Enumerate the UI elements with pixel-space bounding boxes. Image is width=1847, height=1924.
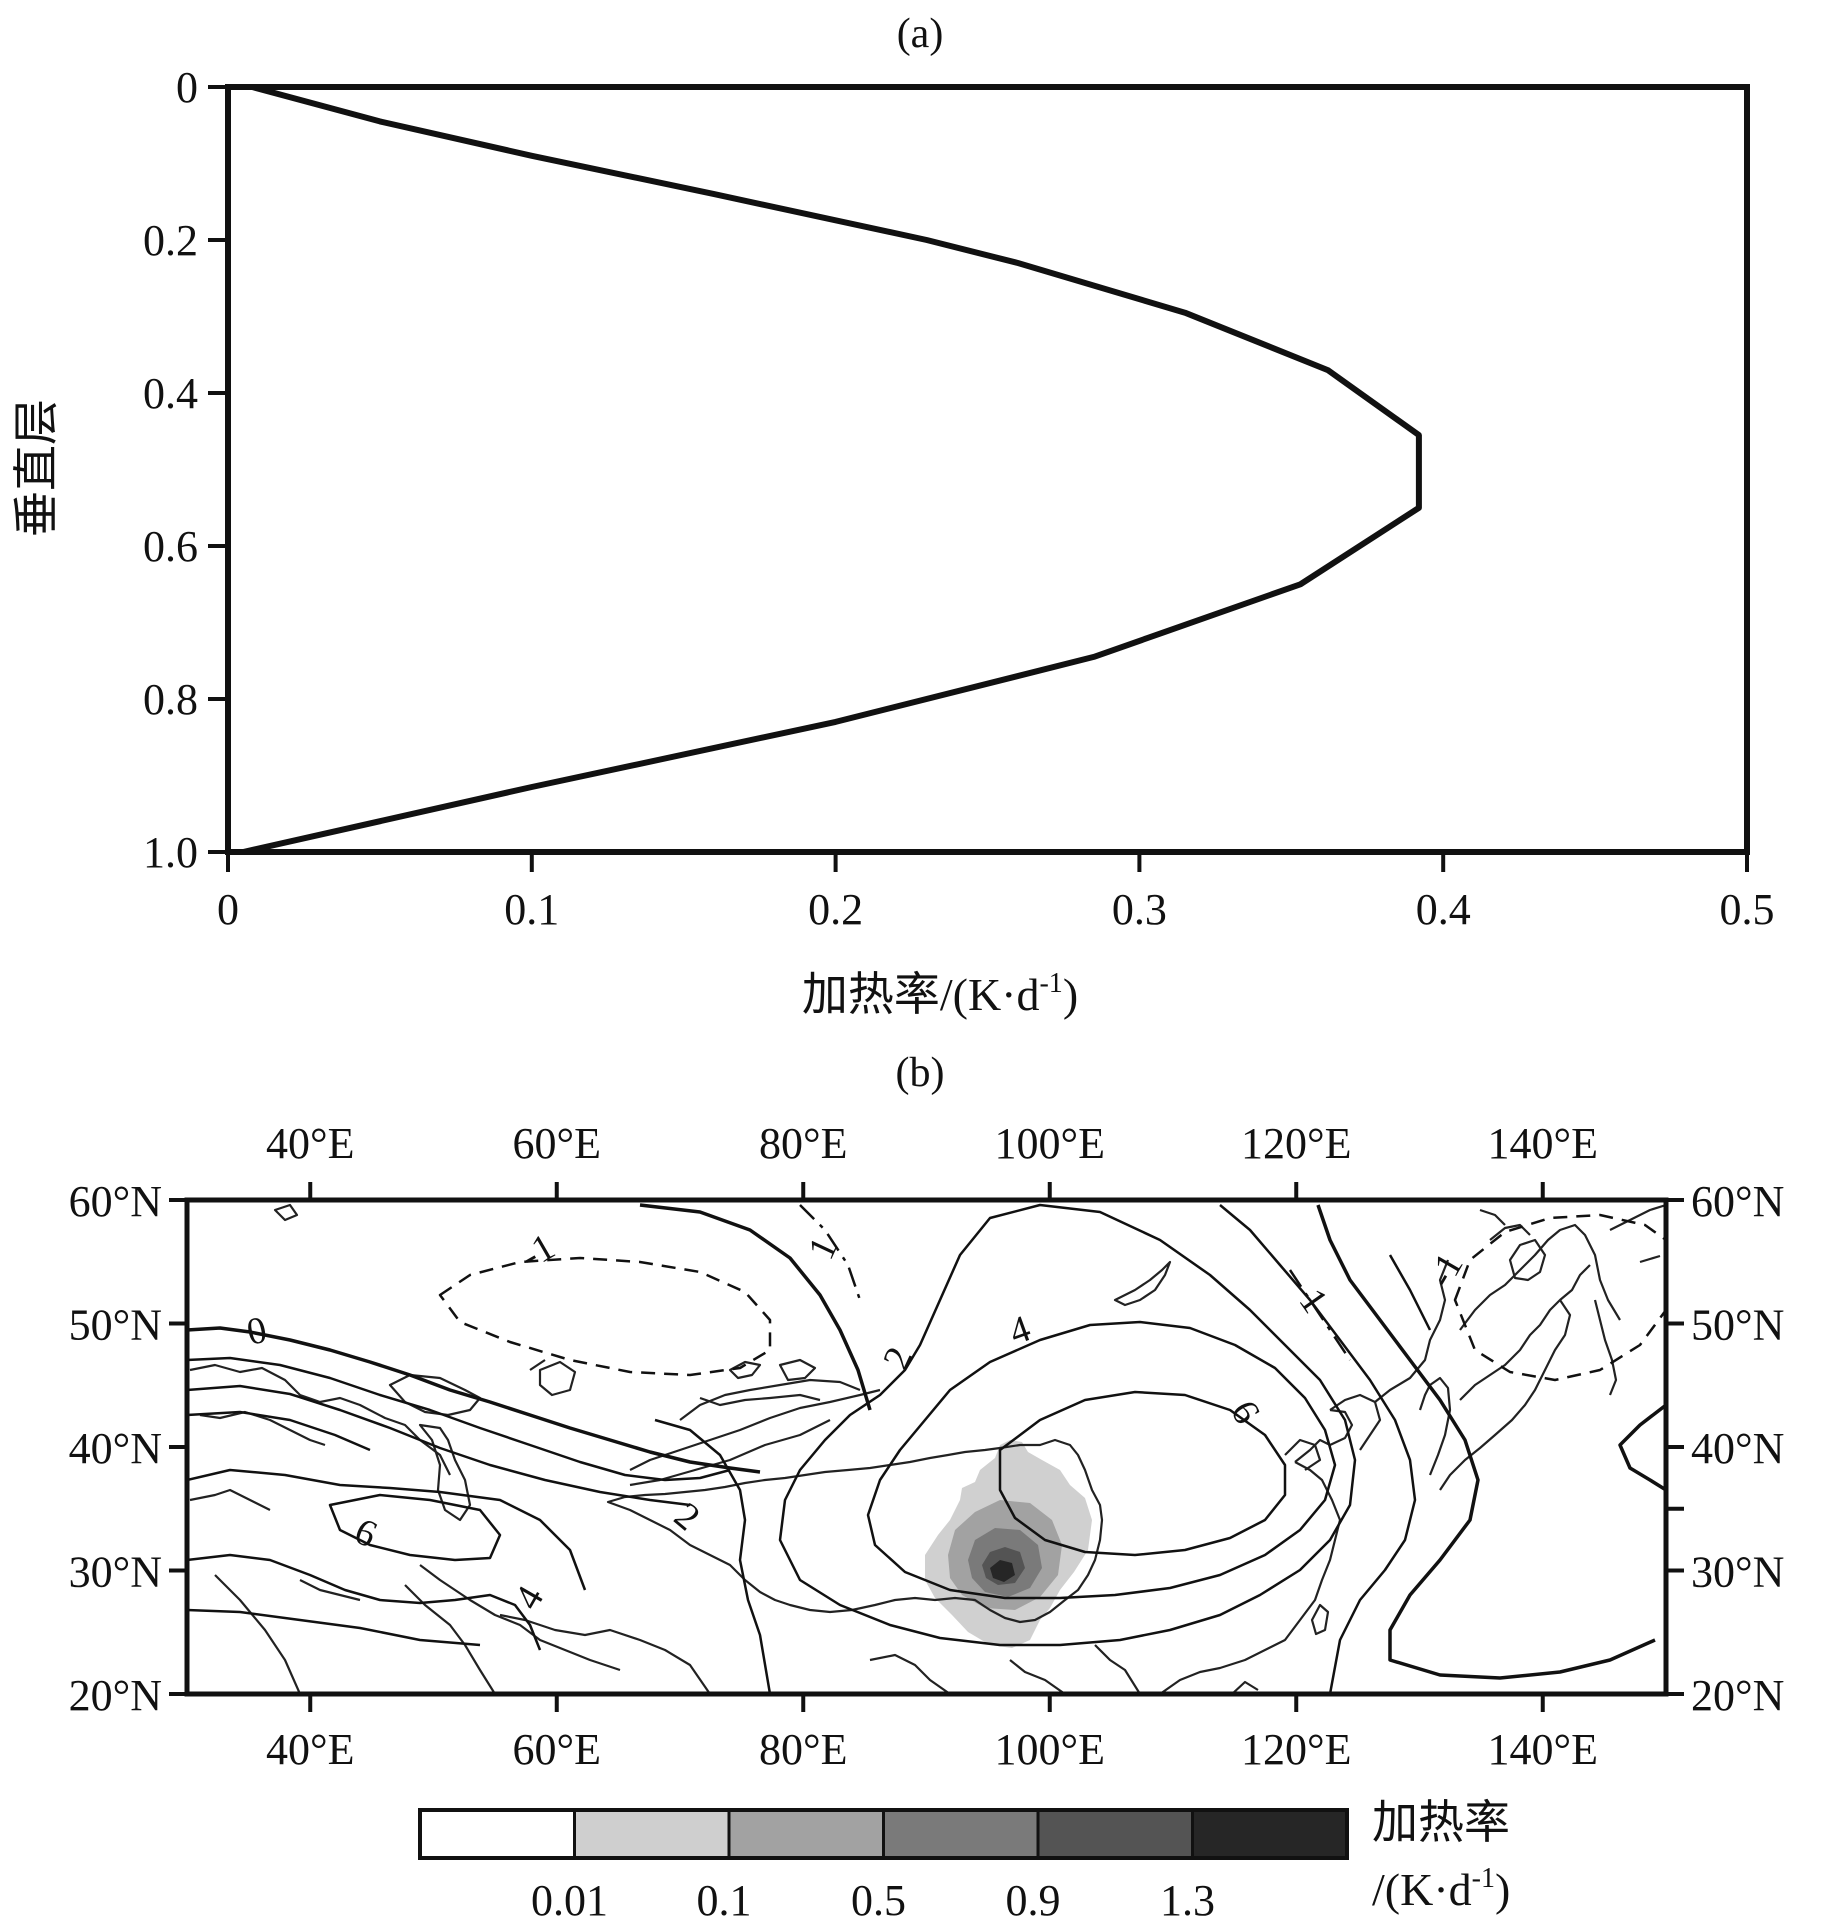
panel-a-ylabel: 垂直层 [11,399,62,537]
panel-a-ytick-label: 0.2 [143,216,198,265]
map-top-tick-label: 140°E [1488,1119,1598,1168]
map-bottom-tick-label: 80°E [759,1725,847,1774]
map-top-tick-label: 40°E [266,1119,354,1168]
heating-shading [925,1440,1092,1648]
contour-label-4-west: 4 [506,1579,552,1616]
map-left-tick-label: 30°N [69,1548,162,1597]
map-bottom-tick-label: 60°E [513,1725,601,1774]
panel-a-xtick-label: 0.1 [504,885,559,934]
map-left-tick-label: 40°N [69,1424,162,1473]
contour-label-0: 0 [243,1309,270,1354]
contour-label-2-north: 2 [875,1341,921,1376]
contour-label-6-west: 6 [348,1510,383,1556]
colorbar: 0.01 0.1 0.5 0.9 1.3 [418,1808,1349,1924]
panel-b-map-frame [184,1197,1669,1697]
colorbar-swatch [727,1808,885,1860]
colorbar-swatch [573,1808,731,1860]
map-left-tick-label: 50°N [69,1301,162,1350]
colorbar-swatch [882,1808,1040,1860]
map-bottom-tick-label: 120°E [1241,1725,1351,1774]
map-top-tick-label: 120°E [1241,1119,1351,1168]
panel-a-xtick-label: 0.5 [1720,885,1775,934]
map-bottom-tick-label: 100°E [995,1725,1105,1774]
map-bottom-tick-label: 40°E [266,1725,354,1774]
contour-label-neg1-east: -1 [1419,1246,1471,1294]
map-left-tick-label: 60°N [69,1177,162,1226]
panel-a-ytick-label: 1.0 [143,828,198,877]
colorbar-label: 加热率 [1372,1797,1510,1848]
panel-a-ytick-label: 0.8 [143,675,198,724]
panel-b-label: (b) [896,1050,945,1096]
panel-a-plot-frame [225,84,1750,855]
map-right-tick-label: 30°N [1691,1548,1784,1597]
panel-a-xlabel: 加热率/(K·d-1) [802,968,1078,1020]
colorbar-tick-label: 0.1 [697,1876,752,1924]
panel-a-label: (a) [897,11,944,57]
panel-a-ytick-label: 0.4 [143,369,198,418]
heating-profile-line [242,84,1422,855]
panel-b-map: (b) [69,1050,1785,1924]
contour-label-6-east: 6 [1222,1394,1268,1431]
colorbar-frame [418,1808,1349,1860]
map-right-tick-label: 40°N [1691,1424,1784,1473]
colorbar-tick-label: 0.9 [1006,1876,1061,1924]
colorbar-swatch [418,1808,576,1860]
colorbar-unit: /(K·d-1) [1372,1863,1510,1915]
panel-a-xtick-label: 0.2 [808,885,863,934]
colorbar-swatch [1191,1808,1349,1860]
map-right-tick-label: 20°N [1691,1671,1784,1720]
map-top-tick-label: 100°E [995,1119,1105,1168]
contour-lines [187,1203,1666,1694]
panel-a-xtick-label: 0 [217,885,239,934]
map-top-tick-label: 80°E [759,1119,847,1168]
contour-label-neg1-west: -1 [514,1226,562,1278]
colorbar-swatch [1036,1808,1194,1860]
map-right-tick-label: 50°N [1691,1301,1784,1350]
map-bottom-tick-label: 140°E [1488,1725,1598,1774]
panel-a-xtick-label: 0.3 [1112,885,1167,934]
contour-label-1-west: 1 [800,1231,846,1266]
colorbar-tick-label: 0.01 [531,1876,608,1924]
panel-a-profile-chart: (a) 垂直层 加热率/(K·d-1) 0 0.2 0.4 0.6 0.8 1.0 0 0.… [11,11,1775,1020]
colorbar-tick-label: 0.5 [851,1876,906,1924]
map-top-tick-label: 60°E [513,1119,601,1168]
panel-a-xtick-label: 0.4 [1416,885,1471,934]
colorbar-tick-label: 1.3 [1160,1876,1215,1924]
map-right-tick-label: 60°N [1691,1177,1784,1226]
panel-a-ytick-label: 0 [176,63,198,112]
panel-a-ytick-label: 0.6 [143,522,198,571]
contour-label-4-north: 4 [1004,1307,1036,1353]
map-left-tick-label: 20°N [69,1671,162,1720]
